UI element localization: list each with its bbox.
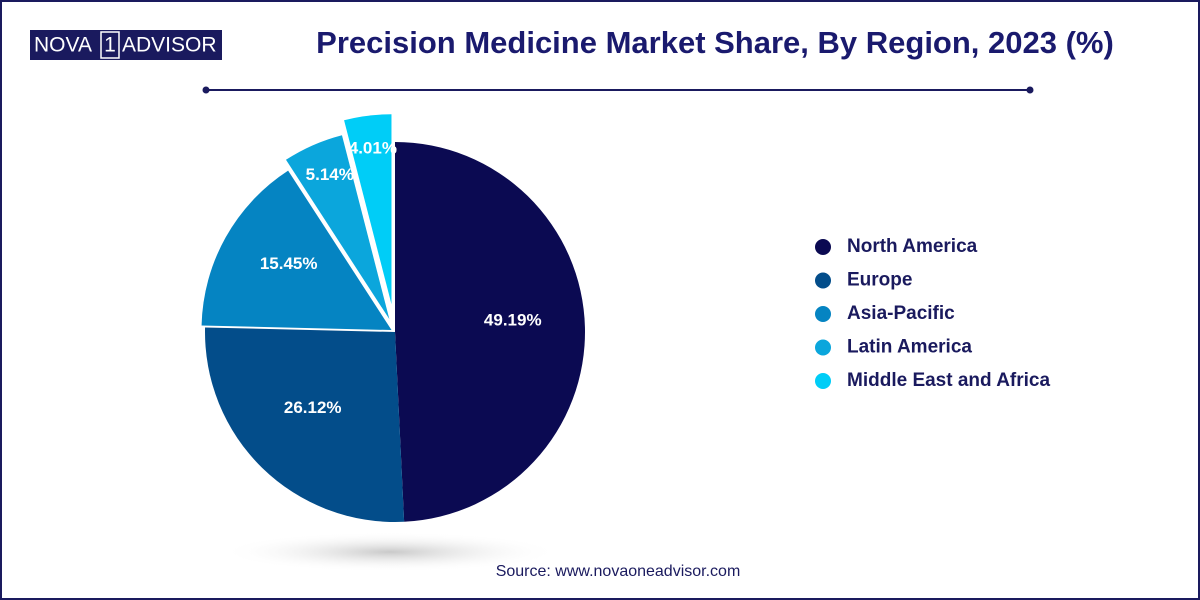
separator-dot — [1026, 86, 1034, 94]
legend-marker — [815, 373, 831, 389]
logo-mark: 1 — [104, 34, 116, 57]
data-label: 49.19% — [484, 311, 542, 330]
source: Source: www.novaoneadvisor.com — [496, 563, 741, 580]
legend-marker — [815, 272, 831, 289]
data-label: 5.14% — [306, 165, 354, 184]
pie-slice — [395, 142, 586, 522]
logo-box — [30, 30, 222, 60]
data-label: 4.01% — [349, 139, 397, 158]
pie-slice — [205, 327, 405, 522]
pie-slice — [285, 135, 390, 320]
logo-text: NOVA — [34, 34, 92, 57]
logo-mark-box — [100, 31, 120, 59]
legend-marker — [815, 306, 831, 322]
pie-slice — [344, 114, 392, 305]
legend-label: North America — [847, 236, 978, 257]
legend-marker — [815, 339, 831, 356]
legend-label: Middle East and Africa — [847, 370, 1050, 391]
data-label: 26.12% — [284, 398, 342, 417]
data-label: 15.45% — [260, 254, 318, 273]
legend-label: Europe — [847, 270, 912, 291]
logo-text: ADVISOR — [122, 34, 217, 57]
legend-label: Asia-Pacific — [847, 303, 955, 324]
pie-slice — [201, 170, 392, 331]
legend-marker — [815, 239, 831, 255]
chart-title: Precision Medicine Market Share, By Regi… — [316, 25, 1114, 60]
legend-label: Latin America — [847, 337, 972, 358]
pie-shadow — [220, 532, 560, 572]
separator-dot — [202, 86, 210, 94]
